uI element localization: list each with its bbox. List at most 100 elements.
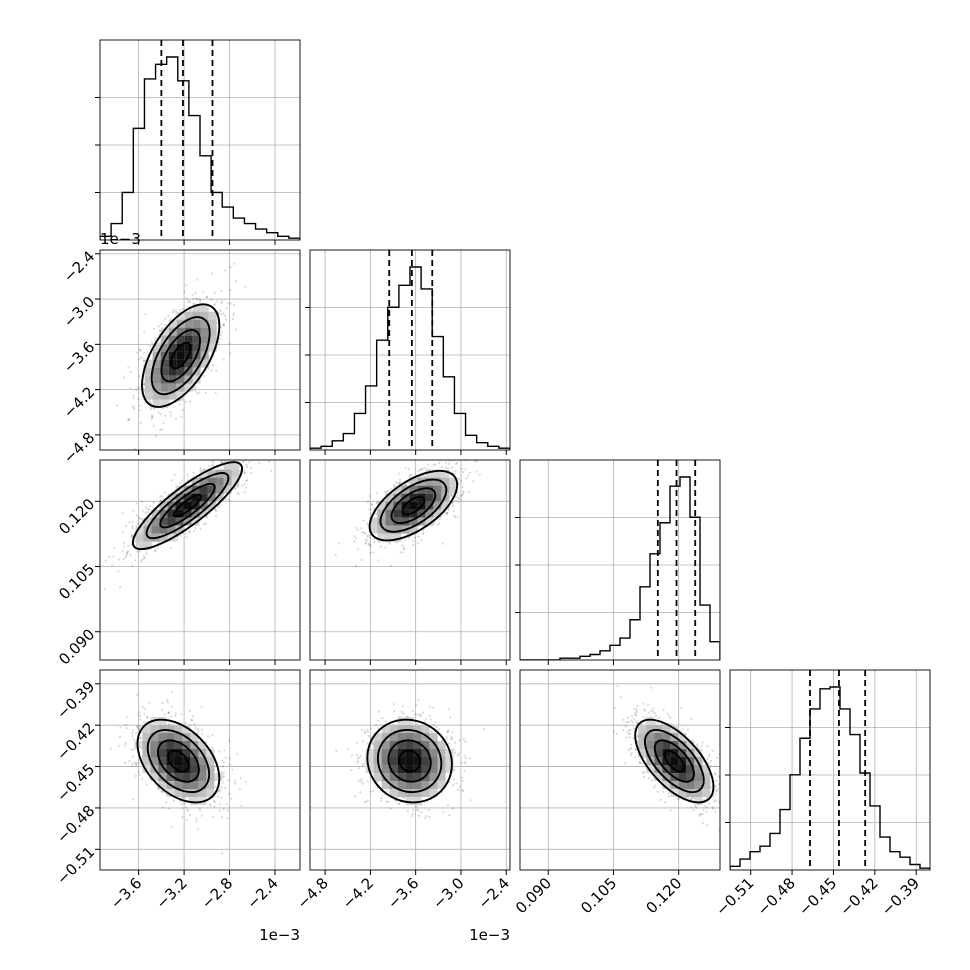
sample-point: [364, 532, 367, 535]
density-cell: [215, 485, 224, 494]
sample-point: [420, 539, 423, 542]
contour-3: [368, 469, 459, 542]
density-cell: [433, 493, 442, 502]
density-cell: [142, 733, 151, 742]
sample-point: [151, 415, 154, 418]
sample-point: [478, 473, 481, 476]
sample-point: [147, 399, 151, 402]
sample-point: [143, 389, 146, 392]
sample-point: [417, 809, 420, 812]
sample-point: [167, 711, 170, 714]
density-cell: [207, 477, 216, 486]
density-group: [335, 699, 485, 820]
density-cell: [433, 469, 442, 478]
sample-point: [137, 770, 140, 774]
density-cell: [182, 725, 191, 734]
density-cell: [425, 501, 434, 510]
density-cell: [160, 367, 169, 376]
sample-point: [198, 298, 202, 302]
sample-point: [227, 792, 231, 796]
sample-point: [221, 852, 224, 855]
density-cell: [160, 335, 169, 344]
sample-point: [465, 477, 468, 480]
sample-point: [384, 546, 387, 549]
sample-point: [185, 284, 188, 287]
sample-point: [402, 548, 405, 551]
sample-point: [234, 280, 238, 283]
sample-point: [359, 791, 362, 794]
sample-point: [167, 314, 170, 317]
sample-point: [136, 550, 139, 553]
density-cell: [200, 303, 209, 312]
sample-point: [141, 500, 144, 503]
sample-point: [160, 789, 164, 792]
sample-point: [228, 342, 231, 345]
density-cell: [441, 469, 450, 478]
y-tick-label: 0.120: [55, 495, 98, 538]
sample-point: [243, 455, 245, 457]
sample-point: [127, 544, 130, 548]
sample-point: [459, 494, 462, 497]
density-cell: [206, 765, 215, 774]
contour-2: [150, 316, 211, 396]
density-cell: [433, 501, 442, 510]
sample-point: [220, 301, 223, 305]
sample-point: [424, 467, 427, 470]
sample-point: [214, 302, 217, 305]
sample-point: [355, 526, 358, 529]
sample-point: [392, 484, 395, 487]
sample-point: [405, 483, 408, 486]
sample-point: [137, 387, 140, 390]
sample-point: [416, 541, 419, 545]
sample-point: [210, 298, 213, 301]
sample-point: [142, 359, 145, 362]
sample-point: [394, 481, 398, 484]
sample-point: [220, 786, 223, 789]
density-cell: [152, 367, 161, 376]
sample-point: [428, 454, 430, 456]
sample-point: [199, 299, 202, 302]
y-tick-label: 0.105: [55, 560, 98, 603]
sample-point: [208, 464, 211, 467]
y-tick-label: −0.39: [53, 677, 98, 722]
sample-point: [222, 323, 225, 326]
sample-point: [172, 308, 176, 311]
sample-point: [185, 532, 188, 535]
density-cell: [191, 493, 200, 502]
sample-point: [195, 297, 198, 300]
sample-point: [139, 736, 142, 740]
sample-point: [121, 512, 124, 515]
sample-point: [194, 727, 197, 730]
sample-point: [202, 291, 205, 294]
density-cell: [167, 525, 176, 534]
sample-point: [137, 397, 140, 400]
sample-point: [245, 479, 248, 482]
sample-point: [159, 413, 162, 416]
density-cell: [176, 351, 185, 360]
sample-point: [185, 296, 188, 299]
sample-point: [223, 314, 227, 317]
density-cell: [190, 749, 199, 758]
sample-point: [418, 468, 422, 471]
sample-point: [173, 714, 177, 717]
sample-point: [138, 715, 141, 718]
sample-point: [472, 480, 475, 483]
sample-point: [199, 467, 202, 470]
sample-point: [124, 741, 127, 745]
sample-point: [194, 385, 197, 388]
sample-point: [139, 421, 142, 424]
sample-point: [187, 301, 190, 304]
sample-point: [136, 351, 139, 354]
sample-point: [377, 559, 380, 562]
density-cell: [144, 383, 153, 392]
sample-point: [226, 809, 229, 812]
panel-frame: [99, 669, 301, 871]
sample-point: [198, 807, 201, 810]
density-cell: [199, 477, 208, 486]
sample-point: [164, 317, 167, 320]
sample-point: [145, 716, 149, 719]
sample-point: [440, 466, 443, 469]
density-cell: [158, 781, 167, 790]
sample-point: [188, 400, 192, 403]
sample-point: [159, 499, 162, 502]
